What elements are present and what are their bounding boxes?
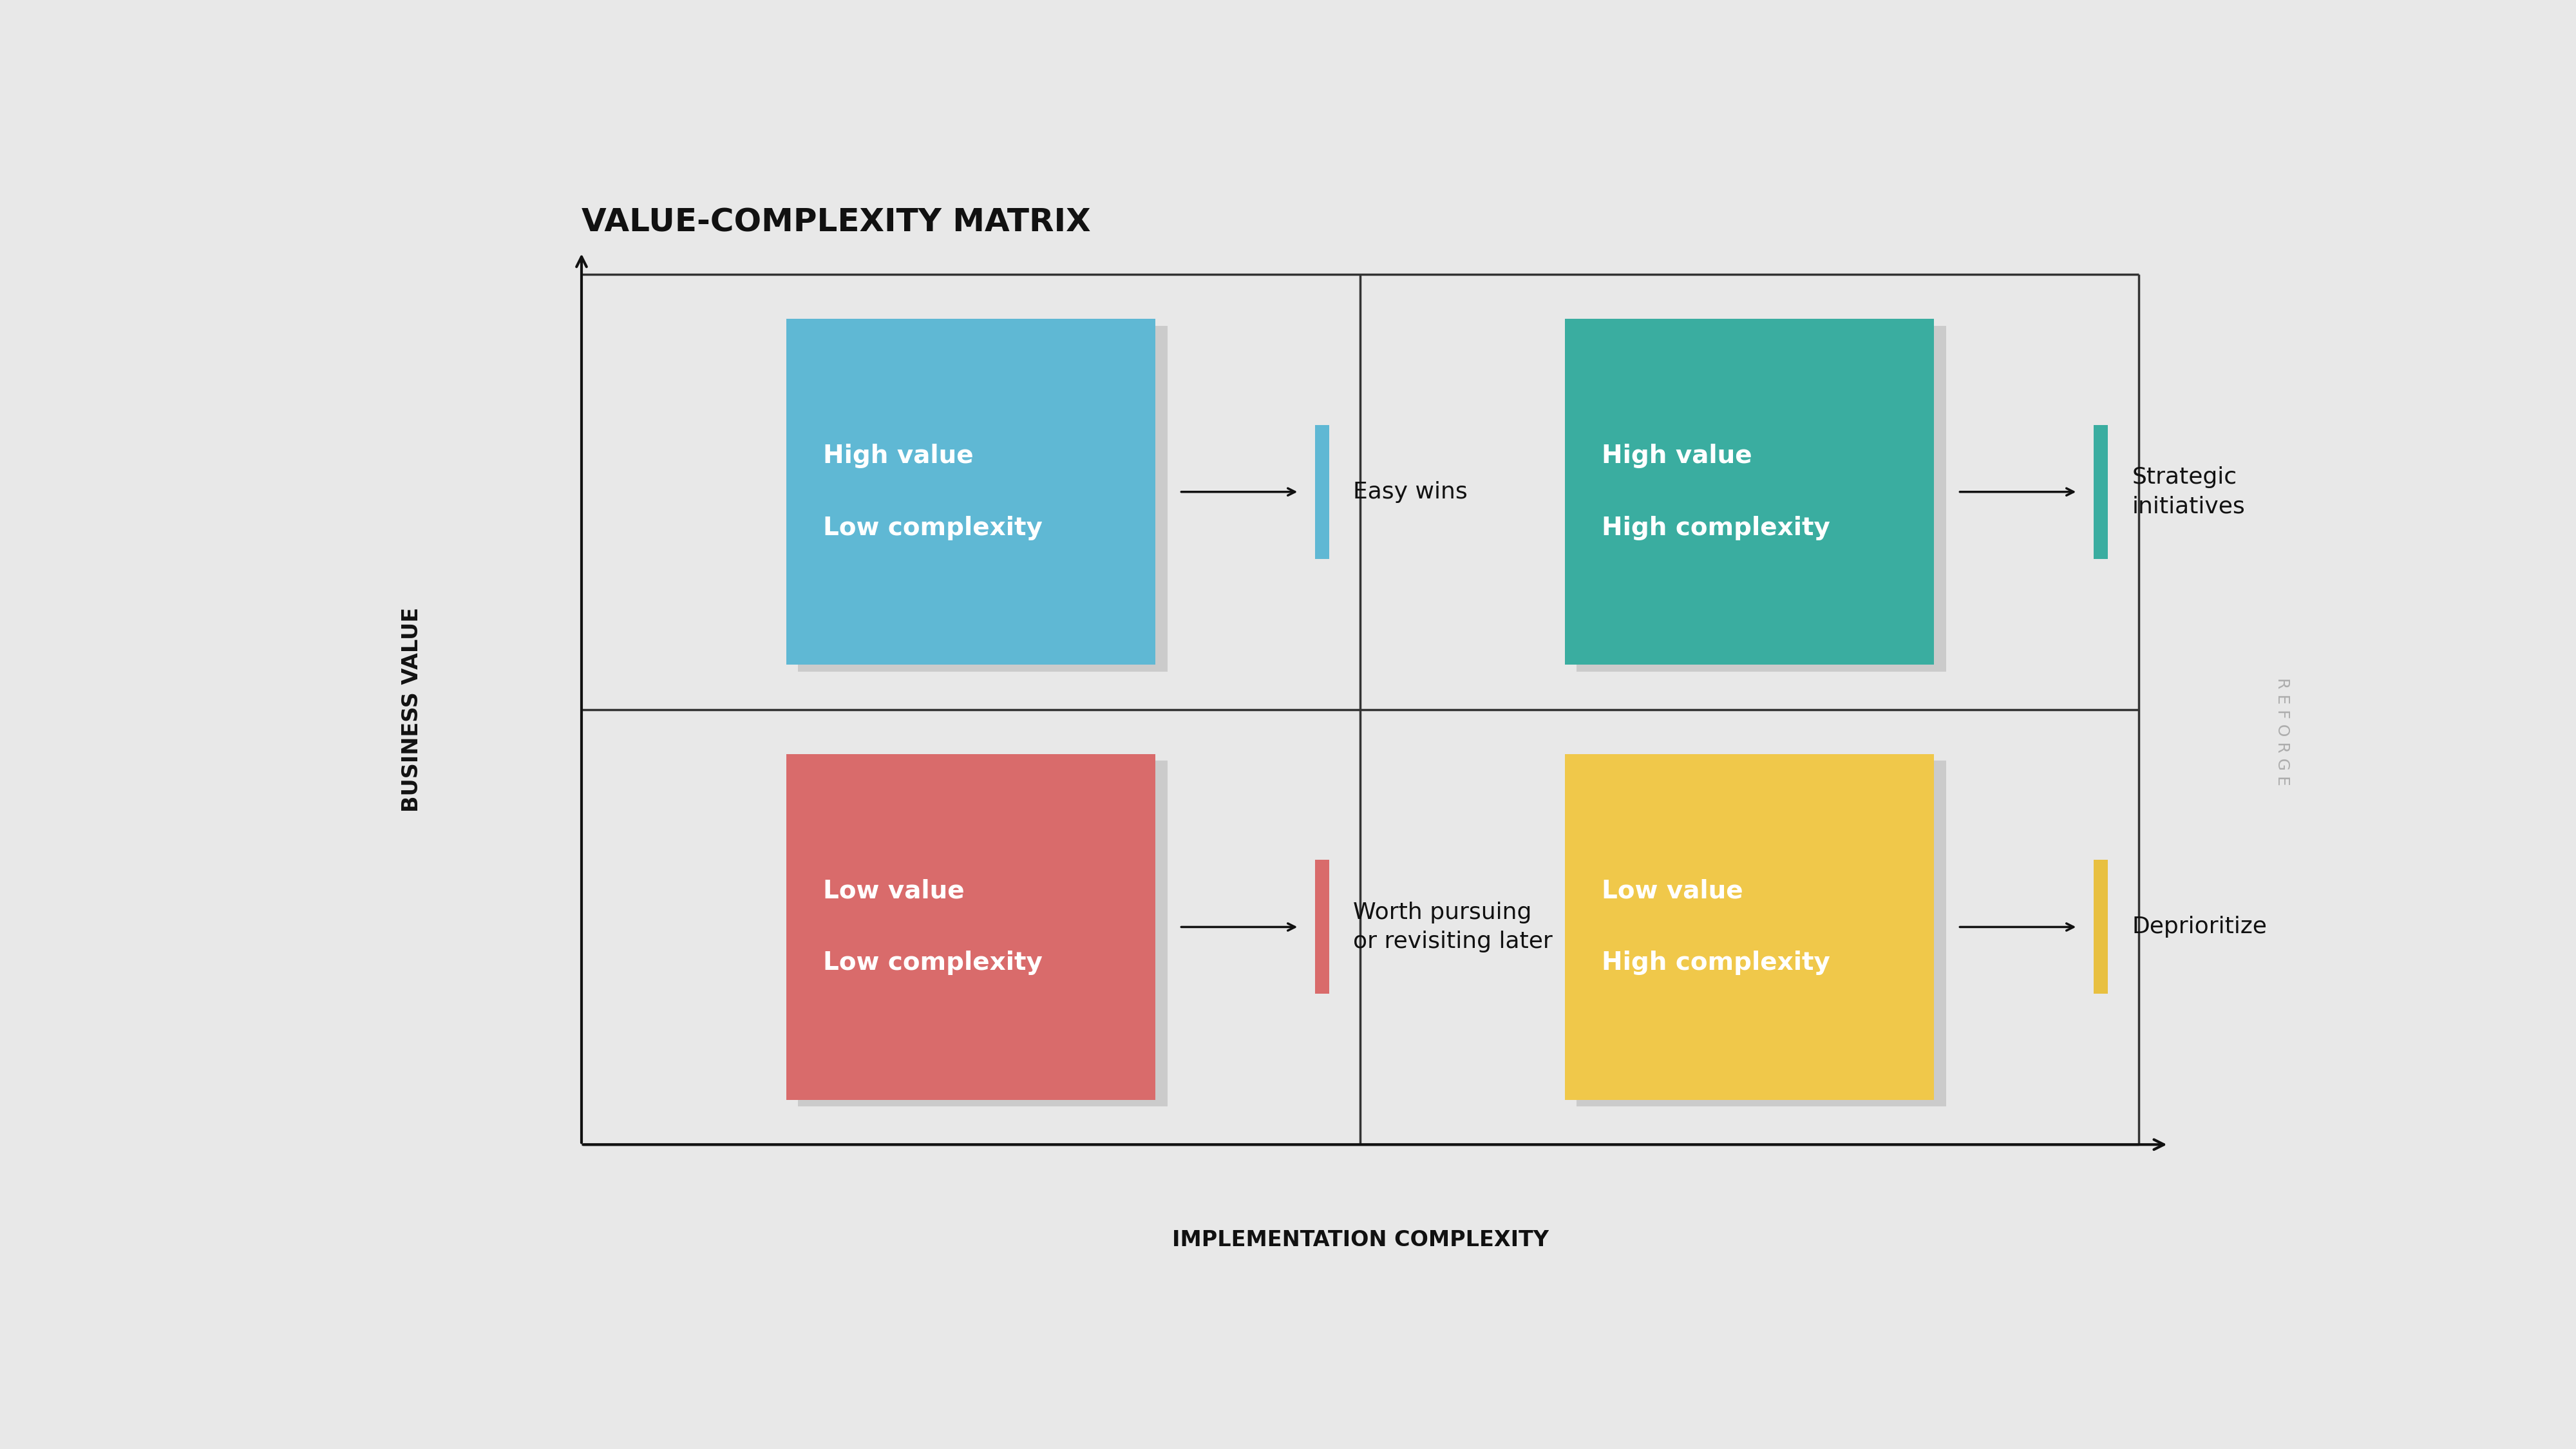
Text: Low value

High complexity: Low value High complexity (1602, 878, 1829, 975)
Text: Deprioritize: Deprioritize (2133, 916, 2267, 938)
FancyBboxPatch shape (786, 753, 1157, 1100)
Text: R E F O R G E: R E F O R G E (2275, 678, 2290, 785)
Text: High value

High complexity: High value High complexity (1602, 443, 1829, 540)
FancyBboxPatch shape (786, 319, 1157, 665)
Text: Easy wins: Easy wins (1352, 481, 1468, 503)
FancyBboxPatch shape (1316, 861, 1329, 994)
FancyBboxPatch shape (1564, 319, 1935, 665)
FancyBboxPatch shape (1564, 753, 1935, 1100)
Text: BUSINESS VALUE: BUSINESS VALUE (402, 607, 422, 811)
FancyBboxPatch shape (1577, 761, 1945, 1107)
Text: High value

Low complexity: High value Low complexity (824, 443, 1043, 540)
FancyBboxPatch shape (799, 326, 1167, 671)
FancyBboxPatch shape (2094, 861, 2107, 994)
Text: Worth pursuing
or revisiting later: Worth pursuing or revisiting later (1352, 901, 1553, 952)
Text: Strategic
initiatives: Strategic initiatives (2133, 467, 2244, 517)
FancyBboxPatch shape (2094, 425, 2107, 559)
FancyBboxPatch shape (799, 761, 1167, 1107)
Text: Low value

Low complexity: Low value Low complexity (824, 878, 1043, 975)
Text: IMPLEMENTATION COMPLEXITY: IMPLEMENTATION COMPLEXITY (1172, 1229, 1548, 1250)
Text: VALUE-COMPLEXITY MATRIX: VALUE-COMPLEXITY MATRIX (582, 207, 1090, 238)
FancyBboxPatch shape (1577, 326, 1945, 671)
FancyBboxPatch shape (1316, 425, 1329, 559)
